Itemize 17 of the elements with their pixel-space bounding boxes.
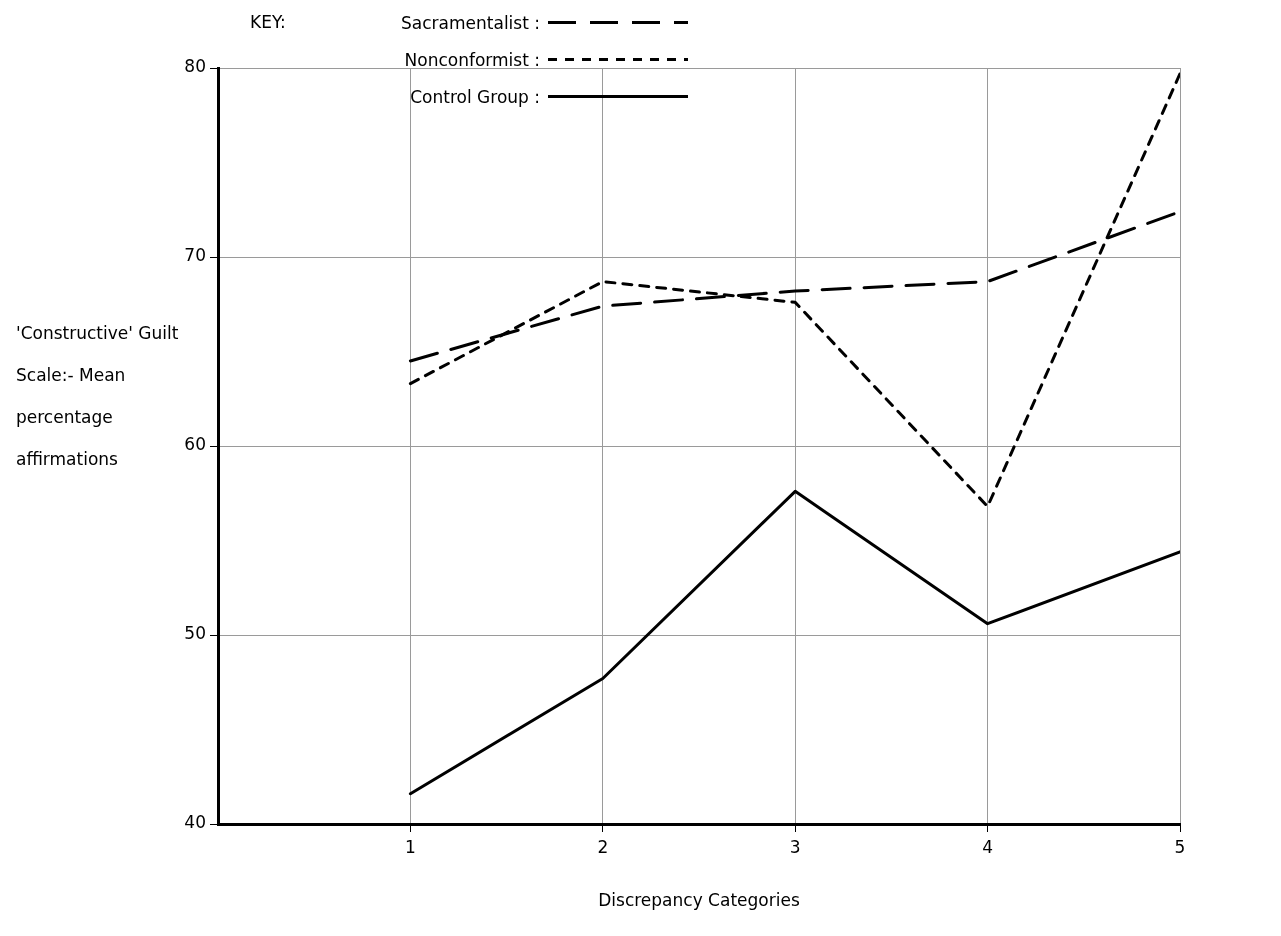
x-axis-title: Discrepancy Categories xyxy=(598,890,800,911)
y-tick-label: 50 xyxy=(184,623,206,644)
legend-label: Sacramentalist : xyxy=(401,12,540,33)
x-tick-label: 5 xyxy=(1174,836,1186,857)
y-tick-label: 60 xyxy=(184,434,206,455)
legend-label: Control Group : xyxy=(409,86,541,107)
x-tick-label: 3 xyxy=(789,836,801,857)
y-tick-label: 70 xyxy=(184,245,206,266)
text: 'Constructive' Guilt Scale:- Mean percentage affirmations xyxy=(16,323,179,469)
line-series xyxy=(408,72,1180,508)
legend-label: Nonconformist : xyxy=(403,49,541,70)
x-tick-label: 4 xyxy=(982,836,994,857)
x-tick-label: 1 xyxy=(404,836,416,857)
y-tick-label: 80 xyxy=(184,56,206,77)
y-tick-label: 40 xyxy=(184,812,206,833)
x-tick-label: 2 xyxy=(597,836,609,857)
legend-title: KEY: xyxy=(250,12,286,32)
